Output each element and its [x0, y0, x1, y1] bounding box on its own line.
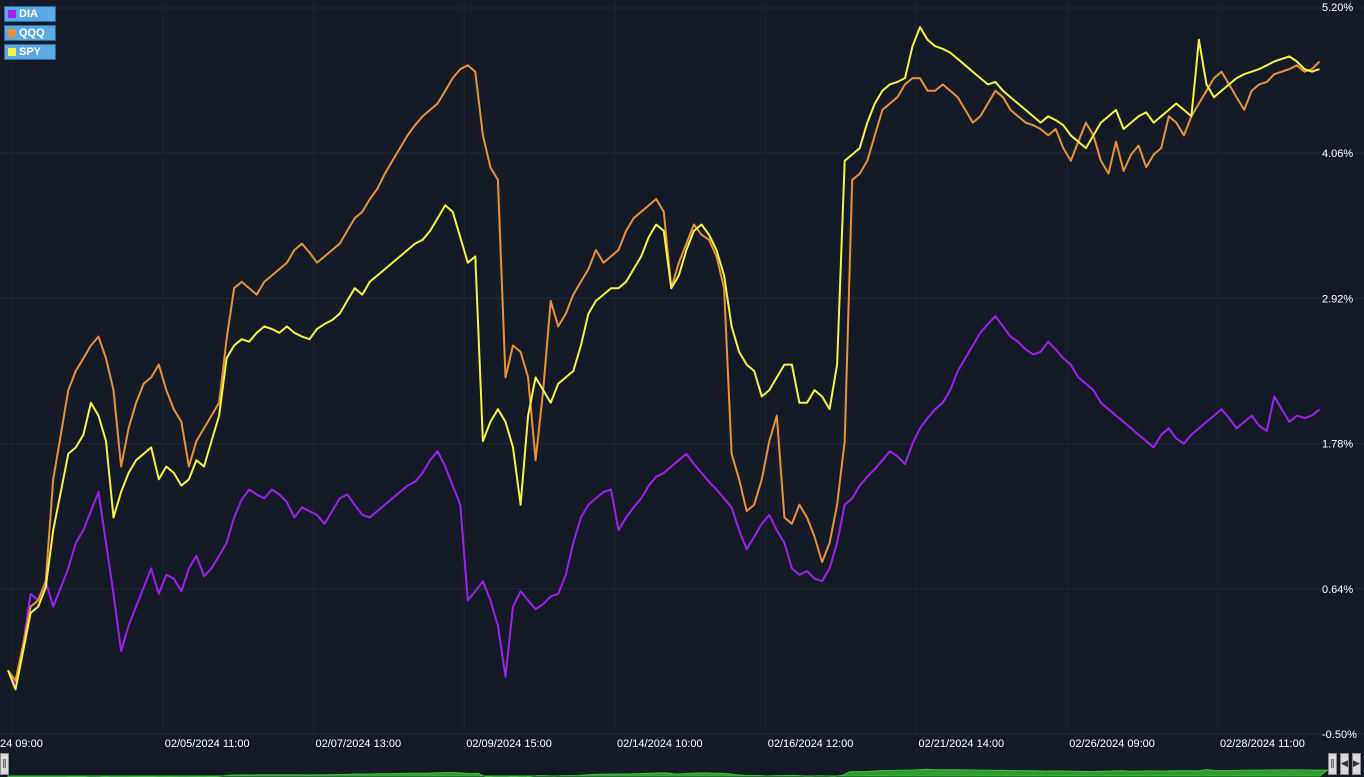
- series-line-spy: [7, 26, 1320, 691]
- grip-lines-icon: ‖: [2, 759, 7, 769]
- navigator-left-handle[interactable]: ‖: [0, 753, 9, 775]
- legend-item-spy[interactable]: SPY: [4, 44, 56, 60]
- x-tick-label: 02/05/2024 11:00: [165, 738, 250, 750]
- y-tick-label: -0.50%: [1322, 729, 1357, 741]
- x-tick-label: 02/14/2024 10:00: [617, 738, 703, 750]
- y-tick-label: 5.20%: [1322, 2, 1353, 14]
- series-line-qqq: [7, 60, 1321, 682]
- legend-swatch: [8, 48, 16, 56]
- scroll-prev-button[interactable]: ◀: [1340, 753, 1349, 775]
- y-tick-label: 1.78%: [1322, 439, 1353, 451]
- y-tick-label: 2.92%: [1322, 293, 1353, 305]
- navigator-area: [7, 768, 1330, 777]
- x-tick-label: 02/07/2024 13:00: [316, 738, 402, 750]
- series-line-dia: [7, 315, 1321, 685]
- legend-swatch: [8, 10, 16, 18]
- legend-item-qqq[interactable]: QQQ: [4, 25, 56, 41]
- legend-label: DIA: [19, 8, 38, 20]
- x-tick-label: 02/21/2024 14:00: [919, 738, 1005, 750]
- grip-lines-icon: ‖: [1330, 759, 1335, 769]
- legend-item-dia[interactable]: DIA: [4, 6, 56, 22]
- navigator-right-handle[interactable]: ‖: [1328, 753, 1337, 775]
- y-tick-label: 0.64%: [1322, 584, 1353, 596]
- legend-swatch: [8, 29, 16, 37]
- legend-label: SPY: [19, 46, 42, 58]
- arrow-right-icon: ▶: [1353, 759, 1360, 769]
- y-tick-label: 4.06%: [1322, 148, 1353, 160]
- x-tick-label: 02/09/2024 15:00: [466, 738, 552, 750]
- legend-label: QQQ: [19, 27, 45, 39]
- legend: DIA QQQ SPY: [4, 6, 56, 60]
- x-tick-label: 02/28/2024 11:00: [1220, 738, 1305, 750]
- scroll-next-button[interactable]: ▶: [1352, 753, 1361, 775]
- x-tick-label: 02/02/2024 09:00: [0, 738, 43, 750]
- grid: [0, 0, 1364, 735]
- arrow-left-icon: ◀: [1341, 759, 1348, 769]
- x-tick-label: 02/26/2024 09:00: [1069, 738, 1155, 750]
- price-chart: 5.20% 4.06% 2.92% 1.78% 0.64% -0.50% 02/02/202…: [0, 0, 1364, 750]
- x-tick-label: 02/16/2024 12:00: [768, 738, 854, 750]
- navigator-bar[interactable]: [0, 752, 1364, 777]
